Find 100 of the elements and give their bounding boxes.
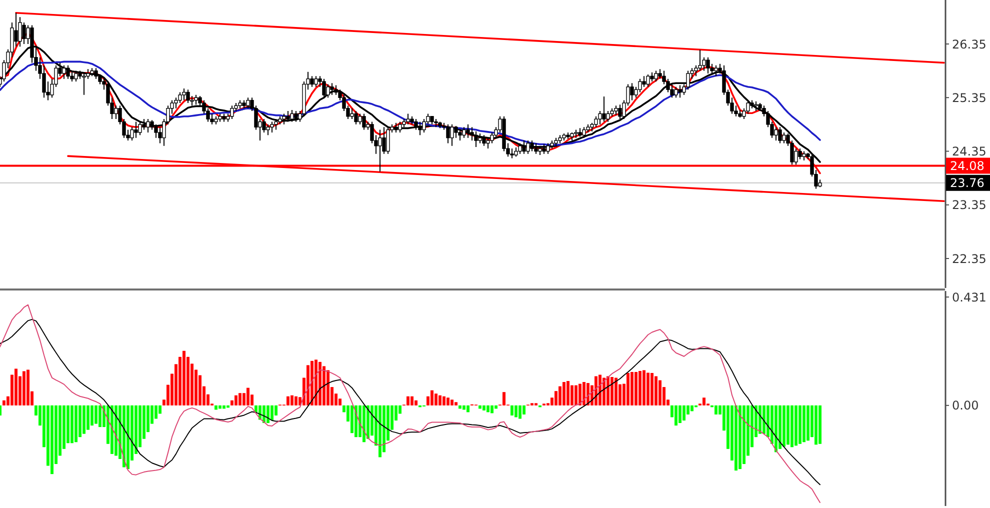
- bar: [682, 405, 686, 421]
- candlestick: [522, 140, 526, 154]
- bar: [442, 396, 446, 406]
- bar: [734, 405, 738, 471]
- bar: [646, 372, 650, 406]
- bar: [50, 405, 54, 474]
- bar: [654, 376, 658, 406]
- y-tick-label: 24.35: [952, 144, 986, 159]
- bar: [454, 402, 458, 406]
- bar: [2, 400, 6, 406]
- candlestick: [330, 82, 334, 96]
- bar: [270, 405, 274, 421]
- candlestick: [754, 100, 758, 112]
- candlestick: [650, 72, 654, 82]
- line-series: [0, 318, 820, 486]
- bar: [778, 405, 782, 449]
- candlestick: [418, 121, 422, 136]
- bar: [714, 405, 718, 414]
- annotation: 23.76: [950, 176, 984, 190]
- bar: [286, 396, 290, 406]
- bar: [82, 405, 86, 434]
- candlestick: [582, 126, 586, 138]
- bar: [182, 350, 186, 406]
- bar: [574, 385, 578, 406]
- bar: [478, 405, 482, 409]
- bar: [486, 405, 490, 412]
- bar: [434, 394, 438, 406]
- bar: [458, 405, 462, 409]
- bar: [74, 405, 78, 442]
- candlestick: [326, 84, 330, 98]
- bar: [98, 405, 102, 428]
- bar: [354, 405, 358, 438]
- bar: [602, 378, 606, 406]
- candlestick: [602, 96, 606, 122]
- bar: [806, 405, 810, 441]
- bar: [70, 405, 74, 444]
- candlestick: [538, 145, 542, 156]
- bar: [414, 400, 418, 406]
- candlestick: [378, 129, 382, 172]
- bar: [238, 393, 242, 406]
- candlestick: [714, 64, 718, 77]
- candlestick: [530, 140, 534, 152]
- bar: [482, 405, 486, 410]
- candlestick: [22, 22, 26, 44]
- bar: [26, 370, 30, 406]
- candlestick: [294, 110, 298, 122]
- candlestick: [618, 104, 622, 120]
- candlestick: [362, 113, 366, 130]
- candlestick: [674, 86, 678, 98]
- candlestick: [270, 121, 274, 133]
- candlestick: [246, 97, 250, 109]
- bar: [110, 405, 114, 454]
- bar: [122, 405, 126, 468]
- bar: [558, 386, 562, 406]
- bar: [322, 366, 326, 406]
- bar: [798, 405, 802, 444]
- bar: [126, 405, 130, 470]
- bar: [326, 370, 330, 406]
- bar: [690, 405, 694, 412]
- candlestick: [654, 70, 658, 82]
- bar: [266, 405, 270, 424]
- bar: [362, 405, 366, 442]
- candlestick: [182, 88, 186, 101]
- candlestick: [482, 134, 486, 146]
- bar: [318, 362, 322, 406]
- candlestick: [406, 113, 410, 125]
- candlestick: [266, 124, 270, 136]
- candlestick: [774, 126, 778, 142]
- candlestick: [142, 118, 146, 130]
- bar: [378, 405, 382, 458]
- bar: [658, 380, 662, 406]
- bar: [794, 405, 798, 446]
- bar: [514, 405, 518, 418]
- bar: [774, 405, 778, 452]
- bar: [314, 360, 318, 406]
- bar: [446, 398, 450, 406]
- candlestick: [478, 133, 482, 144]
- candlestick: [514, 146, 518, 158]
- candlestick: [534, 142, 538, 154]
- candlestick: [74, 70, 78, 82]
- bar: [610, 377, 614, 406]
- line-series: [0, 304, 820, 503]
- candlestick: [358, 113, 362, 125]
- candlestick: [450, 124, 454, 146]
- bar: [310, 360, 314, 406]
- bar: [406, 396, 410, 406]
- bar: [214, 405, 218, 410]
- bar: [462, 405, 466, 410]
- bar: [598, 374, 602, 406]
- candlestick: [466, 124, 470, 138]
- candlestick: [350, 108, 354, 120]
- bar: [626, 372, 630, 406]
- candlestick: [322, 78, 326, 98]
- bar: [494, 405, 498, 409]
- candlestick: [454, 126, 458, 138]
- candlestick: [706, 56, 710, 74]
- y-tick-label: 0.00: [952, 398, 979, 413]
- candlestick: [630, 82, 634, 101]
- bar: [510, 405, 514, 416]
- bar: [410, 396, 414, 406]
